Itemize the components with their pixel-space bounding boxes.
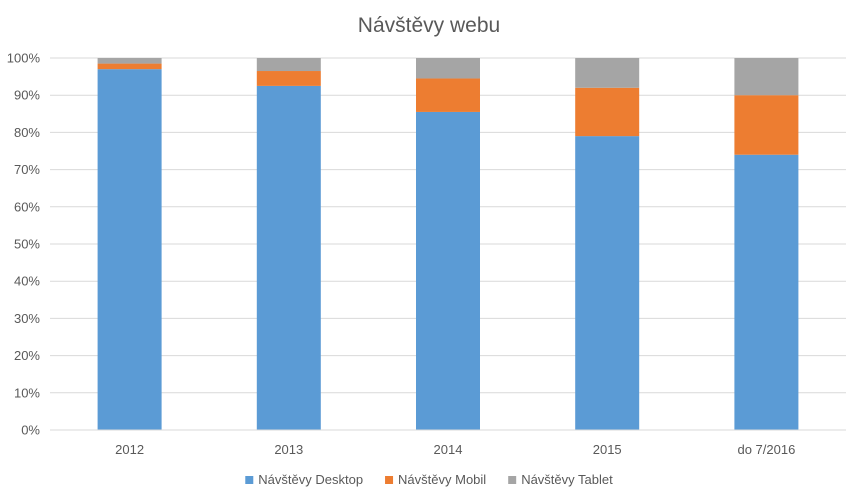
bar-segment xyxy=(97,69,162,430)
bar-segment xyxy=(575,136,640,430)
bar-segment xyxy=(97,58,162,64)
legend-swatch xyxy=(508,476,517,484)
bars xyxy=(97,58,799,431)
legend-item: Návštěvy Mobil xyxy=(385,472,486,487)
bar-segment xyxy=(734,58,799,96)
y-tick-label: 80% xyxy=(14,125,40,140)
legend-label: Návštěvy Desktop xyxy=(258,472,363,487)
y-tick-label: 10% xyxy=(14,385,40,400)
y-tick-label: 50% xyxy=(14,237,40,252)
bar-segment xyxy=(575,58,640,88)
y-tick-label: 0% xyxy=(21,423,40,438)
bar-segment xyxy=(734,95,799,155)
bar-segment xyxy=(734,154,799,430)
y-tick-label: 40% xyxy=(14,274,40,289)
bar-segment xyxy=(575,87,640,137)
axis: 0% 10% 20% 30% 40% 50% 60% 70% 80% 90% 100% 2012 201… xyxy=(7,51,846,457)
bar-segment xyxy=(256,58,321,72)
legend: Návštěvy Desktop Návštěvy Mobil Návštěvy T… xyxy=(245,472,613,487)
x-tick-label: 2012 xyxy=(115,442,144,457)
legend-item: Návštěvy Desktop xyxy=(245,472,363,487)
y-tick-label: 60% xyxy=(14,199,40,214)
y-tick-label: 100% xyxy=(7,51,41,66)
y-tick-label: 30% xyxy=(14,311,40,326)
chart-title: Návštěvy webu xyxy=(358,14,500,37)
bar-segment xyxy=(416,111,480,430)
legend-item: Návštěvy Tablet xyxy=(508,472,613,487)
x-tick-label: 2013 xyxy=(274,442,303,457)
legend-swatch xyxy=(385,476,394,484)
legend-swatch xyxy=(245,476,254,484)
y-tick-label: 20% xyxy=(14,348,40,363)
legend-label: Návštěvy Tablet xyxy=(521,472,613,487)
bar-segment xyxy=(97,63,162,70)
bar-segment xyxy=(256,71,321,86)
x-tick-label: 2014 xyxy=(434,442,463,457)
bar-segment xyxy=(256,85,321,431)
x-tick-label: do 7/2016 xyxy=(737,442,795,457)
y-tick-label: 90% xyxy=(14,88,40,103)
legend-label: Návštěvy Mobil xyxy=(398,472,486,487)
bar-segment xyxy=(416,58,480,79)
x-tick-label: 2015 xyxy=(593,442,622,457)
y-tick-label: 70% xyxy=(14,162,40,177)
bar-segment xyxy=(416,78,480,112)
